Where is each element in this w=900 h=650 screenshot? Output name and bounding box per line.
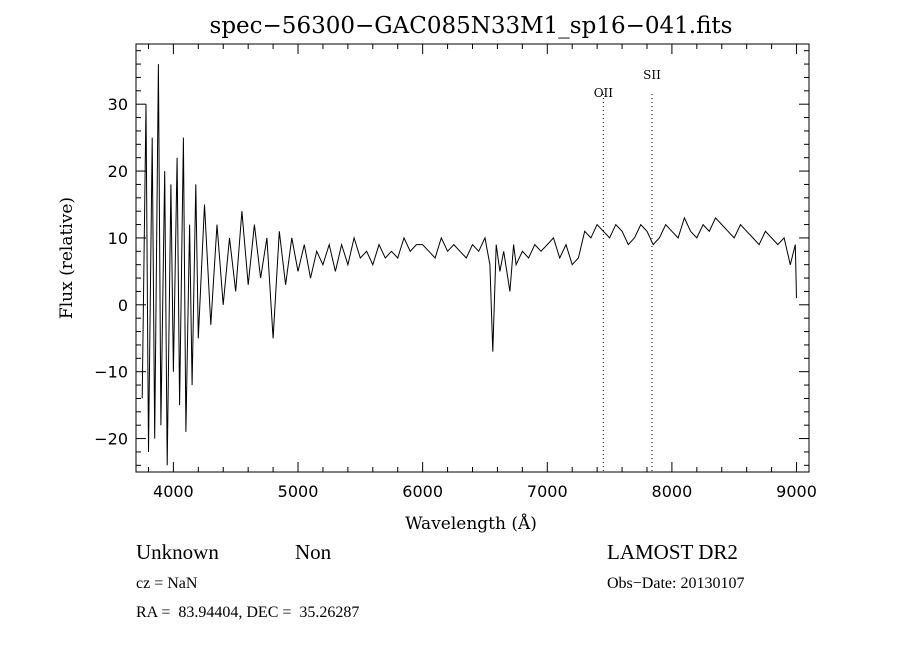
- observation-date: Obs−Date: 20130107: [607, 575, 745, 592]
- x-tick-label: 4000: [153, 482, 194, 501]
- x-tick-label: 9000: [776, 482, 817, 501]
- chart-title: spec−56300−GAC085N33M1_sp16−041.fits: [210, 13, 733, 39]
- x-axis-label: Wavelength (Å): [405, 513, 537, 534]
- redshift-label: cz = NaN: [136, 575, 198, 592]
- y-tick-label: −20: [94, 430, 128, 449]
- y-axis: −20 −10 0 10 20 30: [94, 50, 809, 466]
- object-class: Unknown: [136, 540, 219, 564]
- y-axis-label: Flux (relative): [57, 197, 77, 319]
- y-tick-label: 20: [108, 162, 128, 181]
- y-tick-label: 10: [108, 229, 128, 248]
- x-tick-label: 5000: [278, 482, 319, 501]
- plot-frame: [135, 43, 810, 473]
- y-tick-label: 30: [108, 95, 128, 114]
- y-tick-label: −10: [94, 363, 128, 382]
- object-subclass: Non: [295, 540, 332, 564]
- x-tick-label: 7000: [527, 482, 568, 501]
- x-axis: 4000 5000 6000 7000 8000 9000: [147, 44, 817, 501]
- line-marker-label: SII: [643, 68, 661, 82]
- x-tick-label: 6000: [402, 482, 443, 501]
- line-marker-label: OII: [594, 86, 614, 100]
- survey-name: LAMOST DR2: [607, 540, 738, 564]
- coordinates: RA = 83.94404, DEC = 35.26287: [136, 604, 360, 621]
- y-tick-label: 0: [118, 296, 128, 315]
- emission-lines: OII SII: [594, 68, 661, 472]
- x-tick-label: 8000: [652, 482, 693, 501]
- spectrum-line: [141, 64, 797, 466]
